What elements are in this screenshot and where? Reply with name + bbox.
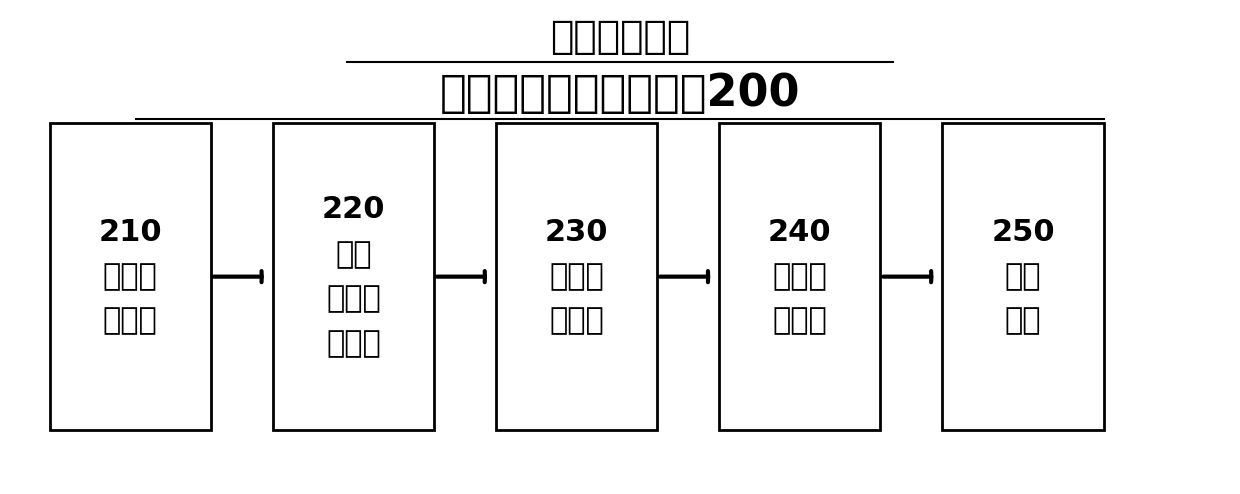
Bar xyxy=(719,124,880,430)
Text: 单元: 单元 xyxy=(1004,262,1042,291)
Bar xyxy=(50,124,211,430)
Text: 输单元: 输单元 xyxy=(549,262,604,291)
Bar xyxy=(942,124,1104,430)
Text: 数据传: 数据传 xyxy=(549,307,604,335)
Text: 集单元: 集单元 xyxy=(773,262,827,291)
Bar xyxy=(273,124,434,430)
Text: 单元: 单元 xyxy=(335,240,372,269)
Text: 信号延: 信号延 xyxy=(103,307,157,335)
Text: 240: 240 xyxy=(768,218,832,247)
Text: 230: 230 xyxy=(544,218,609,247)
Text: 250: 250 xyxy=(991,218,1055,247)
Text: 数据采: 数据采 xyxy=(773,307,827,335)
Text: 修正: 修正 xyxy=(1004,307,1042,335)
Text: 号叠加: 号叠加 xyxy=(326,285,381,313)
Text: 210: 210 xyxy=(98,218,162,247)
Text: 220: 220 xyxy=(321,196,386,224)
Text: 迟单元: 迟单元 xyxy=(103,262,157,291)
Text: 信号测量通道合并系统200: 信号测量通道合并系统200 xyxy=(440,72,800,116)
Bar xyxy=(496,124,657,430)
Text: 基于延迟线的: 基于延迟线的 xyxy=(549,18,691,56)
Text: 延迟信: 延迟信 xyxy=(326,329,381,358)
